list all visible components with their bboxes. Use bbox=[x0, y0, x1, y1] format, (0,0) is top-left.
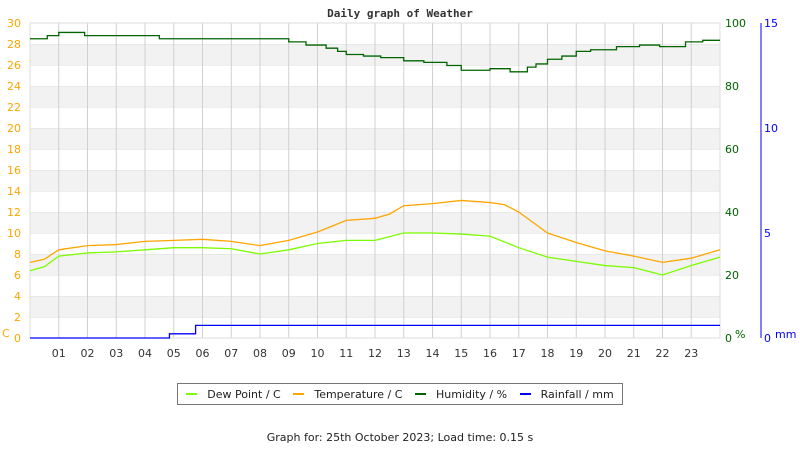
right-tick-label: 40 bbox=[725, 206, 739, 219]
legend-label: Temperature / C bbox=[314, 387, 403, 401]
legend-label: Humidity / % bbox=[436, 387, 508, 401]
x-tick-label: 01 bbox=[52, 347, 66, 360]
left-tick-label: 30 bbox=[7, 17, 21, 30]
series-line-dew-point bbox=[29, 232, 721, 276]
left-tick-label: 24 bbox=[7, 80, 21, 93]
left-tick-label: 28 bbox=[7, 38, 21, 51]
left-tick-label: 26 bbox=[7, 59, 21, 72]
series-line-humidity bbox=[30, 31, 720, 73]
legend: Dew Point / C Temperature / C Humidity /… bbox=[177, 383, 623, 405]
x-tick-label: 18 bbox=[541, 347, 555, 360]
x-tick-label: 19 bbox=[569, 347, 583, 360]
weather-chart: Daily graph of Weather 02468101214161820… bbox=[2, 7, 796, 360]
left-tick-label: 8 bbox=[14, 248, 21, 261]
series-lines bbox=[29, 31, 721, 339]
rain-tick-label: 10 bbox=[764, 122, 778, 135]
x-tick-label: 04 bbox=[138, 347, 152, 360]
x-tick-label: 10 bbox=[311, 347, 325, 360]
x-tick-label: 07 bbox=[224, 347, 238, 360]
x-axis-ticks: 01 02 03 04 05 06 07 08 09 10 11 12 13 14 15 16 17 18 19 20… bbox=[52, 347, 699, 360]
left-tick-label: 2 bbox=[14, 311, 21, 324]
series-line-rainfall bbox=[30, 324, 720, 339]
right-tick-label: 60 bbox=[725, 143, 739, 156]
x-tick-label: 02 bbox=[81, 347, 95, 360]
legend-swatch bbox=[293, 393, 305, 395]
left-tick-label: 14 bbox=[7, 185, 21, 198]
rain-tick-label: 0 bbox=[764, 332, 771, 345]
x-tick-label: 14 bbox=[426, 347, 440, 360]
x-tick-label: 17 bbox=[512, 347, 526, 360]
right-axis-unit: % bbox=[735, 328, 745, 341]
left-tick-label: 20 bbox=[7, 122, 21, 135]
legend-swatch bbox=[186, 393, 198, 395]
rain-tick-label: 5 bbox=[764, 227, 771, 240]
x-tick-label: 12 bbox=[368, 347, 382, 360]
x-tick-label: 06 bbox=[196, 347, 210, 360]
left-tick-label: 10 bbox=[7, 227, 21, 240]
legend-swatch bbox=[415, 393, 427, 395]
left-tick-label: 4 bbox=[14, 290, 21, 303]
left-tick-label: 22 bbox=[7, 101, 21, 114]
legend-swatch bbox=[519, 393, 531, 395]
right-tick-label: 80 bbox=[725, 80, 739, 93]
rain-tick-label: 15 bbox=[764, 17, 778, 30]
x-tick-label: 16 bbox=[483, 347, 497, 360]
x-tick-label: 03 bbox=[109, 347, 123, 360]
x-tick-label: 23 bbox=[684, 347, 698, 360]
left-tick-label: 12 bbox=[7, 206, 21, 219]
left-axis-unit: C bbox=[2, 327, 10, 340]
x-tick-label: 11 bbox=[339, 347, 353, 360]
vertical-gridlines bbox=[58, 23, 692, 338]
rain-axis-unit: mm bbox=[775, 328, 796, 341]
legend-label: Dew Point / C bbox=[207, 387, 281, 401]
x-tick-label: 22 bbox=[656, 347, 670, 360]
series-line-temperature bbox=[29, 199, 721, 264]
x-tick-label: 13 bbox=[397, 347, 411, 360]
left-tick-label: 18 bbox=[7, 143, 21, 156]
footer-text: Graph for: 25th October 2023; Load time:… bbox=[266, 431, 534, 444]
rain-axis-ticks: 0 5 10 15 bbox=[764, 17, 778, 345]
legend-item-dew-point: Dew Point / C bbox=[186, 387, 281, 401]
x-tick-label: 08 bbox=[253, 347, 267, 360]
chart-title: Daily graph of Weather bbox=[327, 7, 473, 20]
right-tick-label: 100 bbox=[725, 17, 746, 30]
left-tick-label: 0 bbox=[14, 332, 21, 345]
left-tick-label: 6 bbox=[14, 269, 21, 282]
left-tick-label: 16 bbox=[7, 164, 21, 177]
x-tick-label: 21 bbox=[627, 347, 641, 360]
x-tick-label: 05 bbox=[167, 347, 181, 360]
x-tick-label: 20 bbox=[598, 347, 612, 360]
right-axis-ticks: 0 20 40 60 80 100 bbox=[725, 17, 746, 345]
legend-item-temperature: Temperature / C bbox=[293, 388, 402, 401]
x-tick-label: 15 bbox=[454, 347, 468, 360]
x-tick-label: 09 bbox=[282, 347, 296, 360]
legend-item-humidity: Humidity / % bbox=[415, 388, 507, 401]
legend-item-rainfall: Rainfall / mm bbox=[519, 387, 614, 401]
plot-frame bbox=[29, 22, 721, 339]
right-tick-label: 0 bbox=[725, 332, 732, 345]
legend-label: Rainfall / mm bbox=[540, 387, 614, 401]
right-tick-label: 20 bbox=[725, 269, 739, 282]
